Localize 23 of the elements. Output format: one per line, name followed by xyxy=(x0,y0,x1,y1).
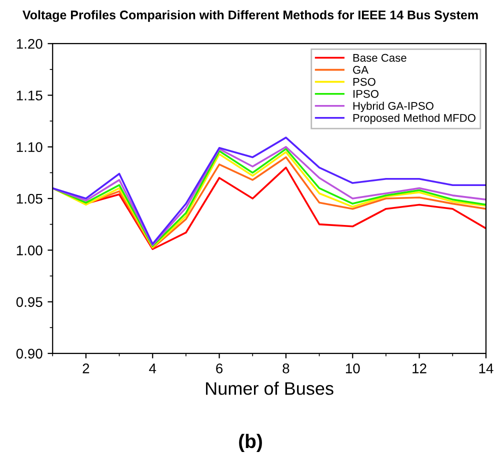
x-tick-label: 8 xyxy=(282,364,290,374)
text: (b) xyxy=(239,434,262,452)
x-tick-label: 4 xyxy=(149,364,156,374)
y-tick-label: 1.15 xyxy=(16,90,42,100)
legend-label: IPSO xyxy=(353,90,378,98)
y-tick-label: 1.20 xyxy=(16,38,42,49)
x-tick-label: 12 xyxy=(412,364,426,374)
y-tick-label: 1.10 xyxy=(16,142,42,152)
x-tick-label: 10 xyxy=(346,364,360,374)
x-tick-label: 14 xyxy=(479,364,494,374)
legend-label: GA xyxy=(353,66,368,74)
y-tick-label: 1.05 xyxy=(16,194,42,204)
chart-title: Voltage Profiles Comparision with Different Methods for IEEE 14 Bus System xyxy=(22,10,478,22)
x-tick-label: 2 xyxy=(82,364,90,374)
legend-label: PSO xyxy=(353,78,376,86)
x-tick-label: 6 xyxy=(216,364,223,374)
y-tick-label: 1.00 xyxy=(16,245,42,256)
legend-label: Base Case xyxy=(353,54,406,62)
legend-label: Hybrid GA-IPSO xyxy=(353,102,434,112)
y-tick-label: 0.95 xyxy=(16,297,42,307)
x-axis-title: Numer of Buses xyxy=(206,382,334,395)
y-tick-label: 0.90 xyxy=(16,348,42,359)
legend-label: Proposed Method MFDO xyxy=(353,114,476,124)
